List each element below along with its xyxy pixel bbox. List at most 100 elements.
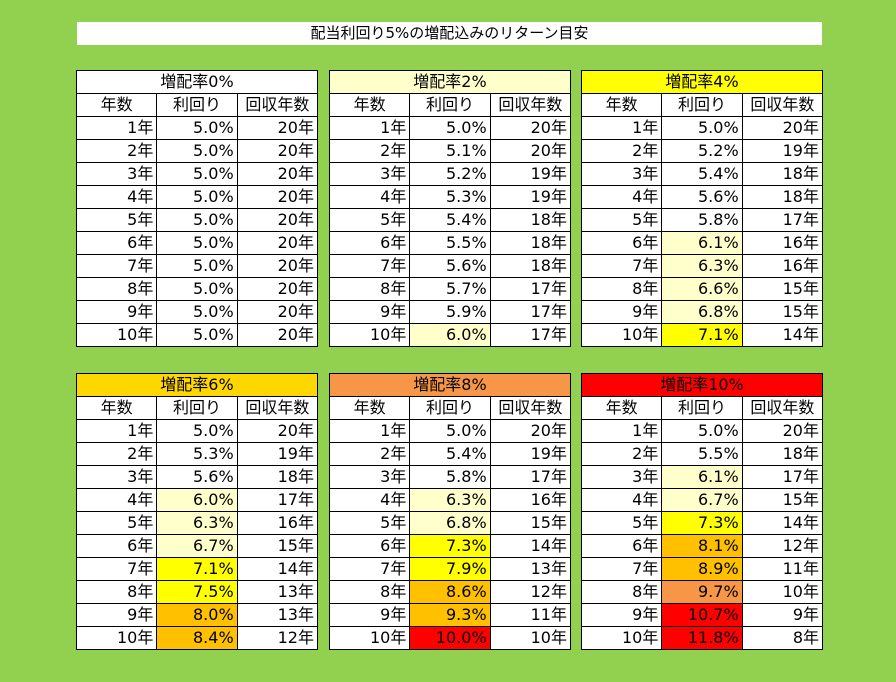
table-growth-4: 増配率4% 年数 利回り 回収年数 1年 5.0% 20年 2年 5.2% 19年 3年 5.4% 18… [580,70,824,347]
year-cell: 10年 [328,626,411,650]
column-header: 回収年数 [489,396,572,420]
yield-cell: 9.3% [409,603,491,627]
year-cell: 10年 [580,626,663,650]
yield-cell: 5.0% [661,419,743,443]
payback-cell: 20年 [236,419,319,443]
year-cell: 3年 [75,465,158,489]
table-row: 10年 6.0% 17年 [328,323,572,347]
year-cell: 9年 [75,603,158,627]
payback-cell: 20年 [236,323,319,347]
year-cell: 1年 [580,419,663,443]
table-heading-row: 増配率0% [76,70,318,94]
year-cell: 9年 [328,603,411,627]
table-row: 7年 8.9% 11年 [580,557,824,581]
yield-cell: 7.3% [661,511,743,535]
payback-cell: 16年 [236,511,319,535]
table-row: 2年 5.0% 20年 [75,139,319,163]
table-row: 9年 5.0% 20年 [75,300,319,324]
payback-cell: 10年 [489,626,572,650]
year-cell: 6年 [328,231,411,255]
table-row: 1年 5.0% 20年 [580,116,824,140]
table-row: 7年 6.3% 16年 [580,254,824,278]
payback-cell: 20年 [741,116,824,140]
yield-table: 増配率8% 年数 利回り 回収年数 1年 5.0% 20年 2年 5.4% 19年 3年 5.8% 17… [328,373,572,650]
payback-cell: 18年 [489,208,572,232]
payback-cell: 11年 [741,557,824,581]
year-cell: 9年 [580,603,663,627]
table-row: 8年 7.5% 13年 [75,580,319,604]
table-row: 10年 8.4% 12年 [75,626,319,650]
year-cell: 10年 [328,323,411,347]
yield-cell: 5.6% [409,254,491,278]
yield-cell: 6.8% [661,300,743,324]
column-header: 回収年数 [236,396,319,420]
yield-cell: 6.3% [409,488,491,512]
payback-cell: 18年 [741,185,824,209]
table-heading-row: 増配率2% [329,70,571,94]
table-growth-6: 増配率6% 年数 利回り 回収年数 1年 5.0% 20年 2年 5.3% 19年 3年 5.6% 18… [75,373,319,650]
yield-cell: 5.0% [156,208,238,232]
year-cell: 3年 [580,465,663,489]
year-cell: 7年 [75,254,158,278]
yield-cell: 5.3% [409,185,491,209]
table-heading-row: 増配率6% [76,373,318,397]
year-cell: 7年 [580,557,663,581]
yield-cell: 5.0% [156,254,238,278]
year-cell: 7年 [580,254,663,278]
year-cell: 4年 [75,488,158,512]
payback-cell: 13年 [489,557,572,581]
year-cell: 1年 [580,116,663,140]
payback-cell: 15年 [741,277,824,301]
yield-cell: 5.9% [409,300,491,324]
payback-cell: 16年 [741,254,824,278]
table-row: 5年 5.8% 17年 [580,208,824,232]
payback-cell: 14年 [489,534,572,558]
table-row: 5年 6.8% 15年 [328,511,572,535]
table-row: 2年 5.3% 19年 [75,442,319,466]
column-header-row: 年数 利回り 回収年数 [580,396,824,420]
column-header-row: 年数 利回り 回収年数 [580,93,824,117]
year-cell: 2年 [580,442,663,466]
table-row: 2年 5.5% 18年 [580,442,824,466]
yield-cell: 5.8% [661,208,743,232]
yield-cell: 6.0% [409,323,491,347]
yield-cell: 8.0% [156,603,238,627]
table-heading: 増配率10% [581,373,823,397]
table-row: 4年 5.0% 20年 [75,185,319,209]
column-header: 年数 [580,93,663,117]
payback-cell: 17年 [489,465,572,489]
payback-cell: 20年 [236,231,319,255]
yield-cell: 5.8% [409,465,491,489]
yield-cell: 5.0% [156,323,238,347]
table-heading: 増配率8% [329,373,571,397]
table-row: 3年 5.2% 19年 [328,162,572,186]
year-cell: 6年 [580,534,663,558]
column-header: 回収年数 [489,93,572,117]
yield-cell: 5.7% [409,277,491,301]
column-header: 年数 [580,396,663,420]
yield-cell: 5.0% [661,116,743,140]
column-header-row: 年数 利回り 回収年数 [328,396,572,420]
year-cell: 1年 [328,419,411,443]
payback-cell: 19年 [489,162,572,186]
year-cell: 5年 [580,511,663,535]
table-row: 4年 6.0% 17年 [75,488,319,512]
payback-cell: 18年 [741,442,824,466]
year-cell: 5年 [580,208,663,232]
table-heading-row: 増配率10% [581,373,823,397]
year-cell: 9年 [75,300,158,324]
yield-table: 増配率0% 年数 利回り 回収年数 1年 5.0% 20年 2年 5.0% 20年 3年 5.0% 20… [75,70,319,347]
table-row: 6年 6.7% 15年 [75,534,319,558]
table-row: 6年 5.5% 18年 [328,231,572,255]
table-growth-8: 増配率8% 年数 利回り 回収年数 1年 5.0% 20年 2年 5.4% 19年 3年 5.8% 17… [328,373,572,650]
yield-cell: 5.5% [409,231,491,255]
table-heading: 増配率4% [581,70,823,94]
table-row: 3年 5.6% 18年 [75,465,319,489]
table-row: 10年 10.0% 10年 [328,626,572,650]
year-cell: 4年 [328,185,411,209]
table-row: 4年 6.3% 16年 [328,488,572,512]
table-row: 1年 5.0% 20年 [75,419,319,443]
column-header: 回収年数 [741,93,824,117]
table-row: 4年 5.6% 18年 [580,185,824,209]
table-row: 1年 5.0% 20年 [580,419,824,443]
